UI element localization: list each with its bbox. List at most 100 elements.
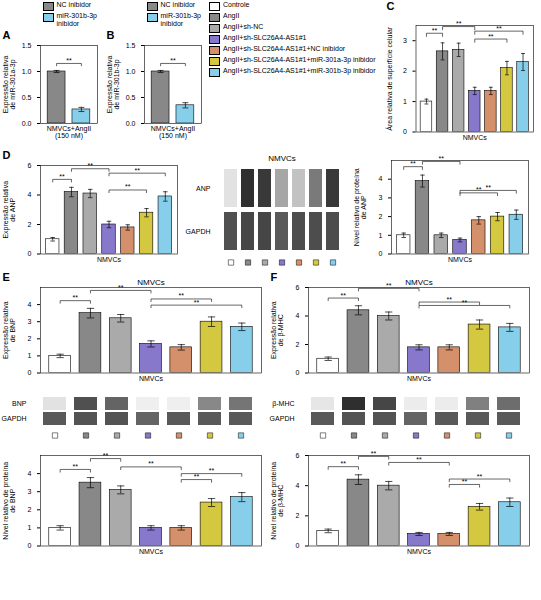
svg-text:**: ** xyxy=(341,460,347,467)
svg-text:F: F xyxy=(271,271,278,283)
svg-text:0.5: 0.5 xyxy=(22,93,32,100)
svg-text:1.0: 1.0 xyxy=(126,67,136,74)
svg-text:**: ** xyxy=(485,184,491,191)
svg-text:**: ** xyxy=(488,33,494,40)
svg-text:**: ** xyxy=(439,155,445,162)
svg-text:**: ** xyxy=(73,463,79,470)
svg-text:Expressão relativade BNP: Expressão relativade BNP xyxy=(2,301,16,359)
svg-text:4: 4 xyxy=(296,482,300,489)
svg-text:**: ** xyxy=(170,57,176,64)
svg-text:0: 0 xyxy=(28,542,32,549)
svg-text:2: 2 xyxy=(379,213,383,220)
svg-text:NMVCs: NMVCs xyxy=(407,375,432,382)
svg-text:**: ** xyxy=(103,452,109,459)
svg-text:4: 4 xyxy=(28,470,32,477)
svg-text:**: ** xyxy=(432,27,438,34)
svg-text:ANP: ANP xyxy=(196,185,211,192)
svg-text:0: 0 xyxy=(296,369,300,376)
svg-text:**: ** xyxy=(118,284,124,291)
svg-text:0: 0 xyxy=(379,250,383,257)
svg-text:2: 2 xyxy=(28,335,32,342)
svg-text:0: 0 xyxy=(403,128,407,135)
svg-text:2: 2 xyxy=(296,341,300,348)
svg-text:**: ** xyxy=(194,299,200,306)
svg-text:0: 0 xyxy=(28,369,32,376)
svg-text:1: 1 xyxy=(403,98,407,105)
svg-text:**: ** xyxy=(476,186,482,193)
svg-text:β-MHC: β-MHC xyxy=(272,400,294,408)
svg-text:**: ** xyxy=(134,167,140,174)
svg-text:GAPDH: GAPDH xyxy=(2,415,27,422)
svg-text:0: 0 xyxy=(296,542,300,549)
svg-text:Expressão relativade miR-301a-: Expressão relativade miR-301a-3p xyxy=(2,55,17,113)
svg-text:NMVCs: NMVCs xyxy=(139,375,164,382)
svg-text:C: C xyxy=(387,0,395,12)
svg-text:**: ** xyxy=(410,160,416,167)
svg-text:1: 1 xyxy=(28,524,32,531)
svg-text:1.5: 1.5 xyxy=(22,41,32,48)
svg-text:Nível relativo de proteínade B: Nível relativo de proteínade BNP xyxy=(2,462,16,540)
svg-text:NMVCs+AngII(150 nM): NMVCs+AngII(150 nM) xyxy=(151,125,196,140)
svg-text:4: 4 xyxy=(28,191,32,198)
svg-text:D: D xyxy=(3,149,11,161)
svg-text:**: ** xyxy=(148,460,154,467)
svg-text:3: 3 xyxy=(28,488,32,495)
svg-text:1: 1 xyxy=(28,352,32,359)
svg-text:**: ** xyxy=(73,294,79,301)
svg-text:2: 2 xyxy=(403,67,407,74)
svg-text:Expressão relativade ANP: Expressão relativade ANP xyxy=(2,181,16,239)
svg-text:**: ** xyxy=(462,299,468,306)
svg-text:**: ** xyxy=(496,25,502,32)
svg-text:0.0: 0.0 xyxy=(126,119,136,126)
svg-text:2: 2 xyxy=(28,506,32,513)
svg-text:**: ** xyxy=(125,183,131,190)
svg-text:NMVCs+AngII(150 nM): NMVCs+AngII(150 nM) xyxy=(47,125,92,140)
svg-text:Expressão relativade β-MHC: Expressão relativade β-MHC xyxy=(270,301,285,359)
svg-text:NMVCs: NMVCs xyxy=(97,256,122,263)
svg-text:NMVCs: NMVCs xyxy=(448,256,473,263)
svg-text:**: ** xyxy=(179,292,185,299)
svg-text:4: 4 xyxy=(379,175,383,182)
svg-text:NMVCs: NMVCs xyxy=(405,278,433,287)
svg-text:BNP: BNP xyxy=(12,400,27,407)
svg-text:**: ** xyxy=(416,456,422,463)
svg-text:3: 3 xyxy=(28,318,32,325)
svg-text:Nível relativo de proteínade β: Nível relativo de proteínade β-MHC xyxy=(270,462,285,540)
svg-text:6: 6 xyxy=(296,452,300,459)
svg-text:**: ** xyxy=(209,467,215,474)
svg-text:3: 3 xyxy=(403,37,407,44)
svg-text:4: 4 xyxy=(28,301,32,308)
svg-text:Expressão relativade miR-301b-: Expressão relativade miR-301b-3p xyxy=(106,55,121,113)
svg-text:**: ** xyxy=(341,292,347,299)
svg-text:NMVCs: NMVCs xyxy=(137,278,165,287)
svg-text:NMVCs: NMVCs xyxy=(407,548,432,555)
svg-text:6: 6 xyxy=(296,284,300,291)
svg-text:0.5: 0.5 xyxy=(126,93,136,100)
svg-text:4: 4 xyxy=(296,312,300,319)
svg-text:3: 3 xyxy=(379,194,383,201)
svg-text:**: ** xyxy=(462,478,468,485)
svg-text:1: 1 xyxy=(379,232,383,239)
svg-text:0.0: 0.0 xyxy=(22,119,32,126)
svg-text:0: 0 xyxy=(28,250,32,257)
svg-text:Área relativa de superfície ce: Área relativa de superfície celular xyxy=(385,26,394,131)
svg-text:GAPDH: GAPDH xyxy=(186,228,211,235)
svg-text:**: ** xyxy=(59,173,65,180)
svg-text:2: 2 xyxy=(28,221,32,228)
svg-text:Nível relativo de proteínade A: Nível relativo de proteínade ANP xyxy=(353,168,367,246)
svg-text:E: E xyxy=(3,271,10,283)
svg-text:6: 6 xyxy=(28,162,32,169)
svg-text:NMVCs: NMVCs xyxy=(139,548,164,555)
svg-text:**: ** xyxy=(386,282,392,289)
svg-text:**: ** xyxy=(456,20,462,27)
svg-text:**: ** xyxy=(477,473,483,480)
svg-text:**: ** xyxy=(447,296,453,303)
svg-text:NMVCs: NMVCs xyxy=(463,134,488,141)
svg-text:1.0: 1.0 xyxy=(22,67,32,74)
svg-text:**: ** xyxy=(66,57,72,64)
svg-text:2: 2 xyxy=(296,512,300,519)
svg-text:A: A xyxy=(3,29,11,41)
svg-text:1.5: 1.5 xyxy=(126,41,136,48)
svg-text:NMVCs: NMVCs xyxy=(268,154,296,163)
svg-text:GAPDH: GAPDH xyxy=(270,415,295,422)
